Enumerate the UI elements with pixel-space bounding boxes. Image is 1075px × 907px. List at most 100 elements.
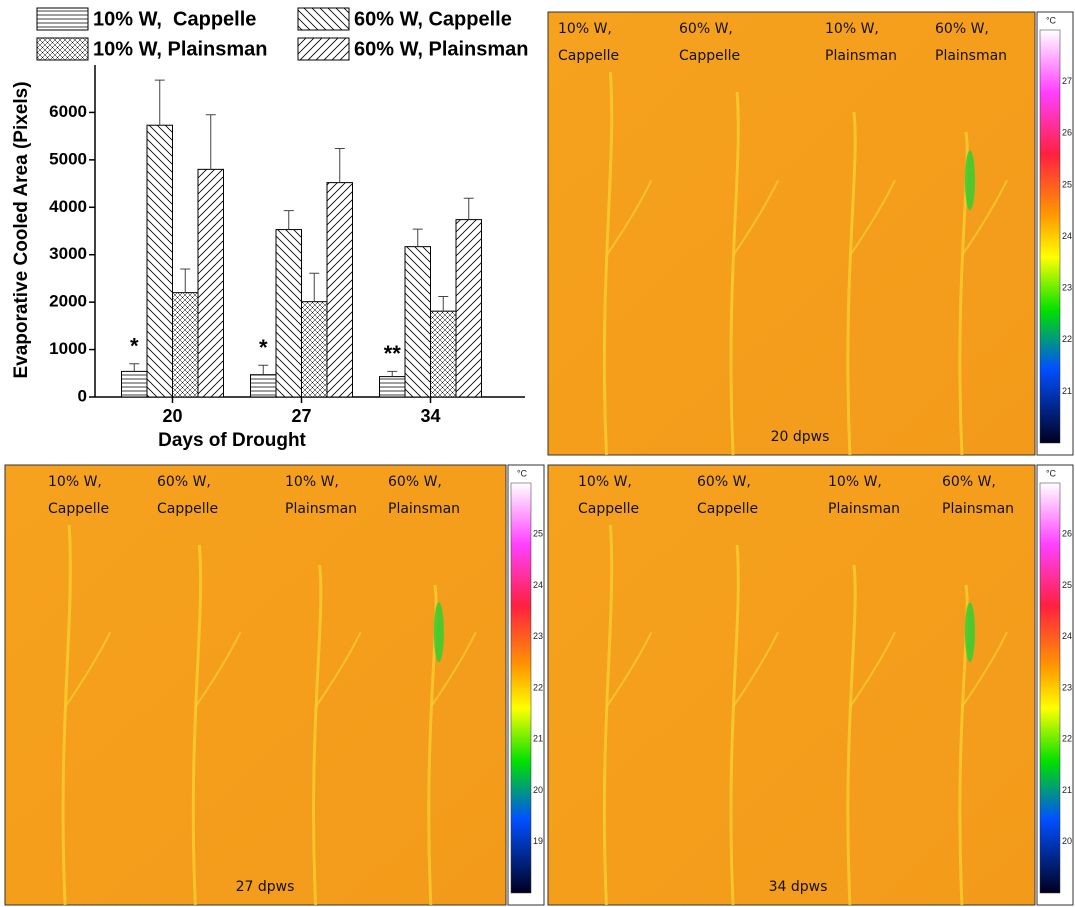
plant-leaf — [314, 631, 362, 708]
bar — [326, 182, 353, 398]
panel-label: Cappelle — [679, 48, 740, 64]
panel-label: Plainsman — [935, 48, 1007, 64]
error-bar — [129, 363, 140, 372]
plant — [729, 544, 740, 906]
panel-label: 10% W, — [828, 474, 882, 490]
plant-leaf — [430, 631, 477, 708]
y-tick-label: 2000 — [49, 292, 87, 311]
legend-label: 10% W, Plainsman — [93, 38, 268, 60]
panel-label: 60% W, — [388, 474, 442, 490]
colorbar-tick-label: 27 — [1062, 76, 1072, 86]
panel-label: Cappelle — [157, 501, 218, 517]
colorbar-tick-label: 20 — [1062, 836, 1072, 846]
plant — [729, 91, 740, 456]
colorbar — [510, 482, 532, 894]
legend-label: 60% W, Plainsman — [354, 38, 529, 60]
y-tick-label: 3000 — [49, 244, 87, 263]
panel-label: Cappelle — [48, 501, 109, 517]
colorbar-unit: °C — [1046, 15, 1057, 25]
error-bar — [258, 364, 269, 375]
panel-caption: 27 dpws — [236, 879, 295, 895]
bar — [197, 168, 224, 398]
bar — [275, 229, 302, 398]
plant-leaf — [605, 631, 653, 708]
legend-label: 10% W, Cappelle — [93, 8, 256, 30]
legend-label: 60% W, Cappelle — [354, 8, 512, 30]
colorbar-tick-label: 23 — [1062, 682, 1072, 692]
plant-leaf — [961, 631, 1008, 708]
plant-leaf — [194, 631, 242, 708]
x-tick-label: 34 — [420, 406, 440, 426]
plant — [602, 71, 614, 456]
panel-label: Cappelle — [697, 501, 758, 517]
bar — [172, 292, 199, 398]
panel-label: 60% W, — [697, 474, 751, 490]
x-tick-label: 27 — [291, 406, 311, 426]
bar — [430, 310, 457, 398]
plant-leaf — [961, 179, 1008, 257]
y-tick-label: 5000 — [49, 149, 87, 168]
error-bar — [180, 268, 191, 293]
plant-leaf — [732, 179, 779, 257]
panel-label: Cappelle — [558, 48, 619, 64]
plant — [958, 584, 969, 906]
x-axis-label: Days of Drought — [158, 430, 306, 451]
plant — [427, 584, 438, 906]
plant-leaf — [64, 631, 112, 708]
thermal-image — [4, 464, 507, 906]
significance-annotation: ** — [384, 341, 402, 366]
colorbar-tick-label: 22 — [1062, 334, 1072, 344]
bar — [455, 219, 482, 398]
plant — [191, 544, 203, 906]
colorbar-tick-label: 21 — [1062, 785, 1072, 795]
plant-leaf — [849, 179, 896, 257]
panel-label: 10% W, — [285, 474, 339, 490]
panel-label: 60% W, — [157, 474, 211, 490]
colorbar-unit: °C — [1046, 468, 1057, 478]
bar — [404, 246, 431, 398]
panel-label: 60% W, — [679, 21, 733, 37]
cooled-spike — [964, 150, 975, 211]
colorbar-tick-label: 23 — [533, 631, 543, 641]
significance-annotation: * — [259, 335, 268, 360]
panel-caption: 34 dpws — [769, 879, 828, 895]
legend-swatch — [297, 37, 350, 61]
plant — [846, 564, 857, 906]
panel-label: 10% W, — [558, 21, 612, 37]
y-tick-label: 6000 — [49, 102, 87, 121]
colorbar-tick-label: 25 — [1062, 580, 1072, 590]
legend-swatch — [36, 7, 89, 31]
error-bar — [387, 370, 398, 377]
plant — [958, 131, 969, 456]
colorbar — [1039, 482, 1061, 894]
panel-label: Plainsman — [825, 48, 897, 64]
plant-leaf — [605, 179, 653, 257]
error-bar — [438, 295, 449, 312]
legend-swatch — [36, 37, 89, 61]
error-bar — [412, 228, 423, 247]
plant — [61, 524, 72, 906]
y-axis-label: Evaporative Cooled Area (Pixels) — [11, 81, 32, 378]
thermal-image — [547, 464, 1036, 906]
colorbar-tick-label: 24 — [1062, 231, 1072, 241]
panel-caption: 20 dpws — [771, 429, 830, 445]
error-bar — [309, 272, 320, 302]
panel-label: 60% W, — [935, 21, 989, 37]
plant-leaf — [732, 631, 779, 708]
colorbar-tick-label: 24 — [1062, 631, 1072, 641]
thermal-image — [547, 11, 1036, 456]
colorbar-tick-label: 23 — [1062, 283, 1072, 293]
plant — [602, 524, 614, 906]
colorbar-tick-label: 25 — [533, 529, 543, 539]
significance-annotation: * — [130, 334, 139, 359]
colorbar-tick-label: 22 — [533, 682, 543, 692]
cooled-spike — [433, 602, 444, 663]
colorbar-tick-label: 21 — [533, 734, 543, 744]
panel-label: Plainsman — [285, 501, 357, 517]
error-bar — [283, 210, 294, 230]
colorbar-tick-label: 22 — [1062, 734, 1072, 744]
panel-label: 10% W, — [578, 474, 632, 490]
panel-label: Plainsman — [942, 501, 1014, 517]
bar — [301, 301, 328, 398]
